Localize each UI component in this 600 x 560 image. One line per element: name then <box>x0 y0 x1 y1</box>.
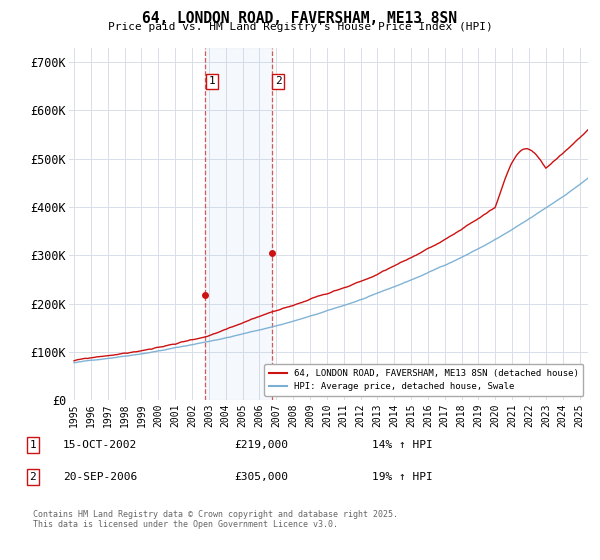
Text: 1: 1 <box>209 76 215 86</box>
Text: 64, LONDON ROAD, FAVERSHAM, ME13 8SN: 64, LONDON ROAD, FAVERSHAM, ME13 8SN <box>143 11 458 26</box>
Text: £305,000: £305,000 <box>234 472 288 482</box>
Bar <box>205 48 272 400</box>
Text: 15-OCT-2002: 15-OCT-2002 <box>63 440 137 450</box>
Text: 2: 2 <box>275 76 281 86</box>
Text: 1: 1 <box>29 440 37 450</box>
Text: Price paid vs. HM Land Registry's House Price Index (HPI): Price paid vs. HM Land Registry's House … <box>107 22 493 32</box>
Text: 14% ↑ HPI: 14% ↑ HPI <box>372 440 433 450</box>
Legend: 64, LONDON ROAD, FAVERSHAM, ME13 8SN (detached house), HPI: Average price, detac: 64, LONDON ROAD, FAVERSHAM, ME13 8SN (de… <box>265 365 583 396</box>
Text: Contains HM Land Registry data © Crown copyright and database right 2025.
This d: Contains HM Land Registry data © Crown c… <box>33 510 398 529</box>
Text: 2: 2 <box>29 472 37 482</box>
Text: 20-SEP-2006: 20-SEP-2006 <box>63 472 137 482</box>
Text: £219,000: £219,000 <box>234 440 288 450</box>
Text: 19% ↑ HPI: 19% ↑ HPI <box>372 472 433 482</box>
